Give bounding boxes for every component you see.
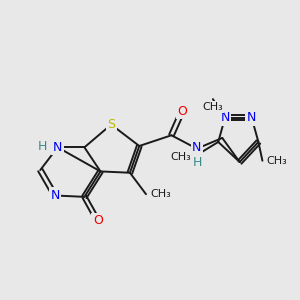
Text: N: N — [220, 111, 230, 124]
Text: CH₃: CH₃ — [266, 156, 287, 166]
Text: CH₃: CH₃ — [150, 189, 171, 199]
Text: H: H — [38, 140, 48, 153]
Text: N: N — [50, 189, 60, 202]
Text: N: N — [247, 111, 256, 124]
Text: S: S — [107, 118, 115, 131]
Text: N: N — [53, 141, 62, 154]
Text: CH₃: CH₃ — [202, 102, 223, 112]
Text: N: N — [192, 141, 202, 154]
Text: H: H — [193, 156, 202, 169]
Text: O: O — [93, 214, 103, 227]
Text: CH₃: CH₃ — [171, 152, 191, 162]
Text: O: O — [177, 105, 187, 118]
